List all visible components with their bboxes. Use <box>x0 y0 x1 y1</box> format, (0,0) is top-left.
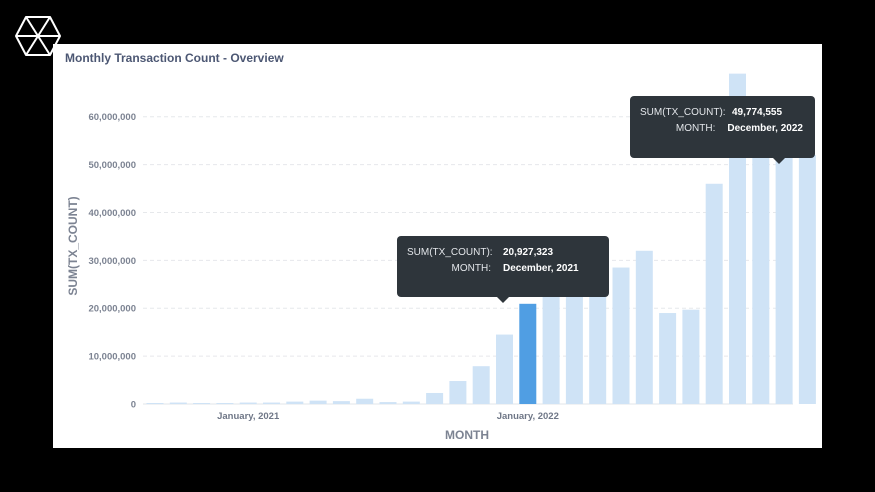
bar <box>146 403 164 404</box>
y-tick-label: 60,000,000 <box>88 112 136 123</box>
bar <box>286 401 304 404</box>
bar <box>193 403 211 404</box>
bar <box>332 401 350 404</box>
bar <box>542 296 560 404</box>
bar-chart: 0 10,000,000 20,000,000 30,000,000 40,000,00… <box>66 73 816 442</box>
bar <box>775 140 793 404</box>
bar <box>496 334 513 404</box>
bar <box>216 403 234 404</box>
chart-panel: Monthly Transaction Count - Overview 0 10… <box>53 44 822 448</box>
y-tick-label: 30,000,000 <box>88 256 136 267</box>
y-tick-label: 20,000,000 <box>88 304 136 315</box>
bar <box>612 267 630 404</box>
bar <box>565 291 583 404</box>
x-tick-label: January, 2021 <box>217 411 280 422</box>
bar <box>426 392 444 404</box>
tooltip-value: 20,927,323 <box>503 247 554 258</box>
tooltip-arrow <box>497 297 509 303</box>
bar <box>472 366 490 404</box>
tooltip-arrow <box>773 158 785 164</box>
tooltip-value: December, 2021 <box>503 263 579 274</box>
bar <box>356 398 374 404</box>
bar <box>263 402 280 404</box>
y-tick-label: 10,000,000 <box>88 352 136 363</box>
tooltip-dec-2021: SUM(TX_COUNT): 20,927,323 MONTH: December,… <box>397 236 609 303</box>
bar <box>589 281 607 404</box>
y-tick-label: 0 <box>131 400 136 411</box>
bar <box>449 381 467 404</box>
bar <box>379 402 397 404</box>
cube-logo-icon <box>15 16 61 56</box>
bar-highlighted <box>519 303 537 404</box>
bar <box>659 313 677 404</box>
y-tick-label: 40,000,000 <box>88 208 136 219</box>
bar <box>309 400 327 404</box>
tooltip-value: December, 2022 <box>727 123 803 134</box>
y-axis-label: SUM(TX_COUNT) <box>66 196 80 295</box>
bar <box>752 126 770 404</box>
tooltip-dec-2022: SUM(TX_COUNT): 49,774,555 MONTH: December,… <box>630 96 815 164</box>
y-tick-label: 50,000,000 <box>88 160 136 171</box>
x-tick-label: January, 2022 <box>497 411 559 422</box>
tooltip-key: MONTH: <box>451 263 491 274</box>
bar <box>682 309 700 404</box>
bar <box>635 250 653 404</box>
tooltip-key: MONTH: <box>675 123 716 134</box>
bar <box>798 155 816 404</box>
bar <box>239 402 257 404</box>
bar <box>705 183 723 404</box>
tooltip-key: SUM(TX_COUNT): <box>640 107 726 118</box>
bar <box>169 402 187 404</box>
chart-title: Monthly Transaction Count - Overview <box>65 51 284 65</box>
x-axis-label: MONTH <box>445 428 489 442</box>
bar <box>402 401 420 404</box>
tooltip-key: SUM(TX_COUNT): <box>407 247 493 258</box>
tooltip-value: 49,774,555 <box>732 107 783 118</box>
